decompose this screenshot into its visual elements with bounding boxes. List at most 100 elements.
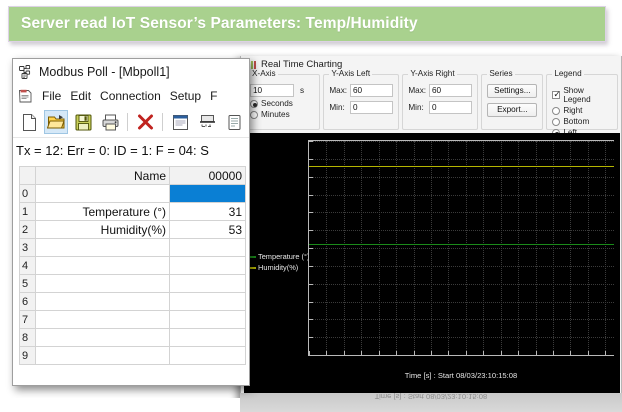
table-row[interactable]: 4 <box>19 256 246 275</box>
row-value-cell[interactable] <box>169 292 246 311</box>
row-name-cell[interactable] <box>35 310 170 329</box>
row-name-cell[interactable] <box>35 328 170 347</box>
chart-x-tick-mark <box>500 351 502 355</box>
row-name-cell[interactable] <box>35 256 170 275</box>
row-index-cell[interactable]: 7 <box>19 310 36 329</box>
series-export-button[interactable]: Export... <box>487 103 538 117</box>
poll-definition-icon[interactable] <box>222 110 246 134</box>
modbus-window-title: Modbus Poll - [Mbpoll1] <box>39 65 170 79</box>
delete-x-icon[interactable] <box>133 110 157 134</box>
window-icon[interactable] <box>168 110 192 134</box>
legend-item-temperature: Temperature (°) <box>246 251 310 262</box>
table-row[interactable]: 3 <box>19 238 246 257</box>
row-value-cell[interactable] <box>169 274 246 293</box>
x-axis-seconds-label: Seconds <box>261 99 293 108</box>
legend-label-temperature: Temperature (°) <box>258 252 310 261</box>
row-index-cell[interactable]: 2 <box>19 220 36 239</box>
row-name-cell[interactable]: Humidity(%) <box>35 220 170 239</box>
radio-icon-legend-bottom <box>552 117 561 126</box>
x-axis-group: X-Axis 10 s Seconds Minutes <box>244 69 321 130</box>
show-legend-label: Show Legend <box>563 86 591 104</box>
legend-group-caption: Legend <box>552 69 584 78</box>
open-folder-icon[interactable] <box>44 110 68 134</box>
chart-gridline-horizontal <box>309 194 614 196</box>
row-index-cell[interactable]: 8 <box>19 328 36 347</box>
column-header-name[interactable]: Name <box>35 166 170 185</box>
row-name-cell[interactable] <box>35 292 170 311</box>
chart-x-tick-mark <box>570 351 572 355</box>
table-header: Name 00000 <box>19 166 246 185</box>
modbus-poll-window: Modbus Poll - [Mbpoll1] File Edit Connec… <box>12 58 250 386</box>
chart-gridline-vertical <box>605 141 607 355</box>
chart-x-tick-mark <box>587 351 589 355</box>
column-header-address[interactable]: 00000 <box>169 166 246 185</box>
chart-x-tick-mark <box>518 351 520 355</box>
chart-gridline-horizontal <box>309 301 614 303</box>
legend-position-bottom-radio[interactable]: Bottom <box>552 117 612 126</box>
chart-plot-frame: 0510152025303540455055600.00.51.01.52.02… <box>308 140 614 356</box>
table-row[interactable]: 6 <box>19 292 246 311</box>
table-row[interactable]: 7 <box>19 310 246 329</box>
row-index-cell[interactable]: 0 <box>19 184 36 203</box>
table-row[interactable]: 9 <box>19 346 246 365</box>
read-write-definition-icon[interactable] <box>195 110 219 134</box>
chart-plot-area[interactable]: Temperature (°) Humidity(%) 051015202530… <box>244 133 620 397</box>
row-value-cell[interactable] <box>169 310 246 329</box>
chart-gridline-horizontal <box>309 355 614 356</box>
row-name-cell[interactable] <box>35 274 170 293</box>
row-name-cell[interactable] <box>35 346 170 365</box>
y-axis-right-max-row: Max: 60 <box>408 84 473 97</box>
menu-item-connection[interactable]: Connection <box>100 89 161 103</box>
table-row[interactable]: 1 Temperature (°) 31 <box>19 202 246 221</box>
y-axis-right-max-input[interactable]: 60 <box>428 84 473 97</box>
y-axis-left-max-input[interactable]: 60 <box>349 84 394 97</box>
print-icon[interactable] <box>98 110 122 134</box>
show-legend-checkbox[interactable]: Show Legend <box>552 86 612 104</box>
row-value-cell[interactable]: 31 <box>169 202 246 221</box>
row-value-cell[interactable] <box>169 346 246 365</box>
save-floppy-icon[interactable] <box>71 110 95 134</box>
y-axis-right-min-input[interactable]: 0 <box>428 101 473 114</box>
modbus-register-grid-wrapper: Name 00000 0 1 Temperature (°) 31 2 Humidity(… <box>13 162 249 365</box>
chart-x-tick-mark <box>396 351 398 355</box>
chart-y-tick-mark <box>309 248 313 249</box>
modbus-menubar: File Edit Connection Setup F <box>13 85 249 107</box>
table-row[interactable]: 0 <box>19 184 246 203</box>
chart-gridline-vertical <box>465 141 467 355</box>
row-name-cell[interactable]: Temperature (°) <box>35 202 170 221</box>
x-axis-minutes-radio[interactable]: Minutes <box>250 110 314 119</box>
row-value-cell[interactable] <box>169 256 246 275</box>
row-value-cell[interactable] <box>169 238 246 257</box>
menu-item-functions[interactable]: F <box>210 89 218 103</box>
x-axis-span-input[interactable]: 10 <box>250 84 294 97</box>
series-settings-button[interactable]: Settings... <box>487 84 538 98</box>
row-index-cell[interactable]: 5 <box>19 274 36 293</box>
row-name-cell[interactable] <box>35 184 170 203</box>
new-document-icon[interactable] <box>17 110 41 134</box>
row-name-cell[interactable] <box>35 238 170 257</box>
table-row[interactable]: 8 <box>19 328 246 347</box>
row-index-cell[interactable]: 9 <box>19 346 36 365</box>
table-row[interactable]: 5 <box>19 274 246 293</box>
window-reflection: Time [s] : Start 08/03/23:10:15:08 <box>240 393 622 412</box>
row-value-cell[interactable]: 53 <box>169 220 246 239</box>
legend-position-right-label: Right <box>563 106 583 115</box>
column-header-index[interactable] <box>19 166 36 185</box>
x-axis-group-caption: X-Axis <box>250 69 278 78</box>
row-value-cell[interactable] <box>169 184 246 203</box>
chart-controls-strip: X-Axis 10 s Seconds Minutes Y-Axis Left <box>244 69 618 137</box>
row-index-cell[interactable]: 1 <box>19 202 36 221</box>
x-axis-seconds-radio[interactable]: Seconds <box>250 99 314 108</box>
row-index-cell[interactable]: 3 <box>19 238 36 257</box>
table-row[interactable]: 2 Humidity(%) 53 <box>19 220 246 239</box>
menu-item-edit[interactable]: Edit <box>70 89 92 103</box>
legend-position-right-radio[interactable]: Right <box>552 106 612 115</box>
row-value-cell[interactable] <box>169 328 246 347</box>
row-index-cell[interactable]: 4 <box>19 256 36 275</box>
chart-gridline-vertical <box>413 141 415 355</box>
row-index-cell[interactable]: 6 <box>19 292 36 311</box>
y-axis-left-min-input[interactable]: 0 <box>349 101 394 114</box>
menu-item-setup[interactable]: Setup <box>169 89 202 103</box>
menu-item-file[interactable]: File <box>42 89 62 103</box>
chart-y-tick-mark <box>309 283 313 285</box>
